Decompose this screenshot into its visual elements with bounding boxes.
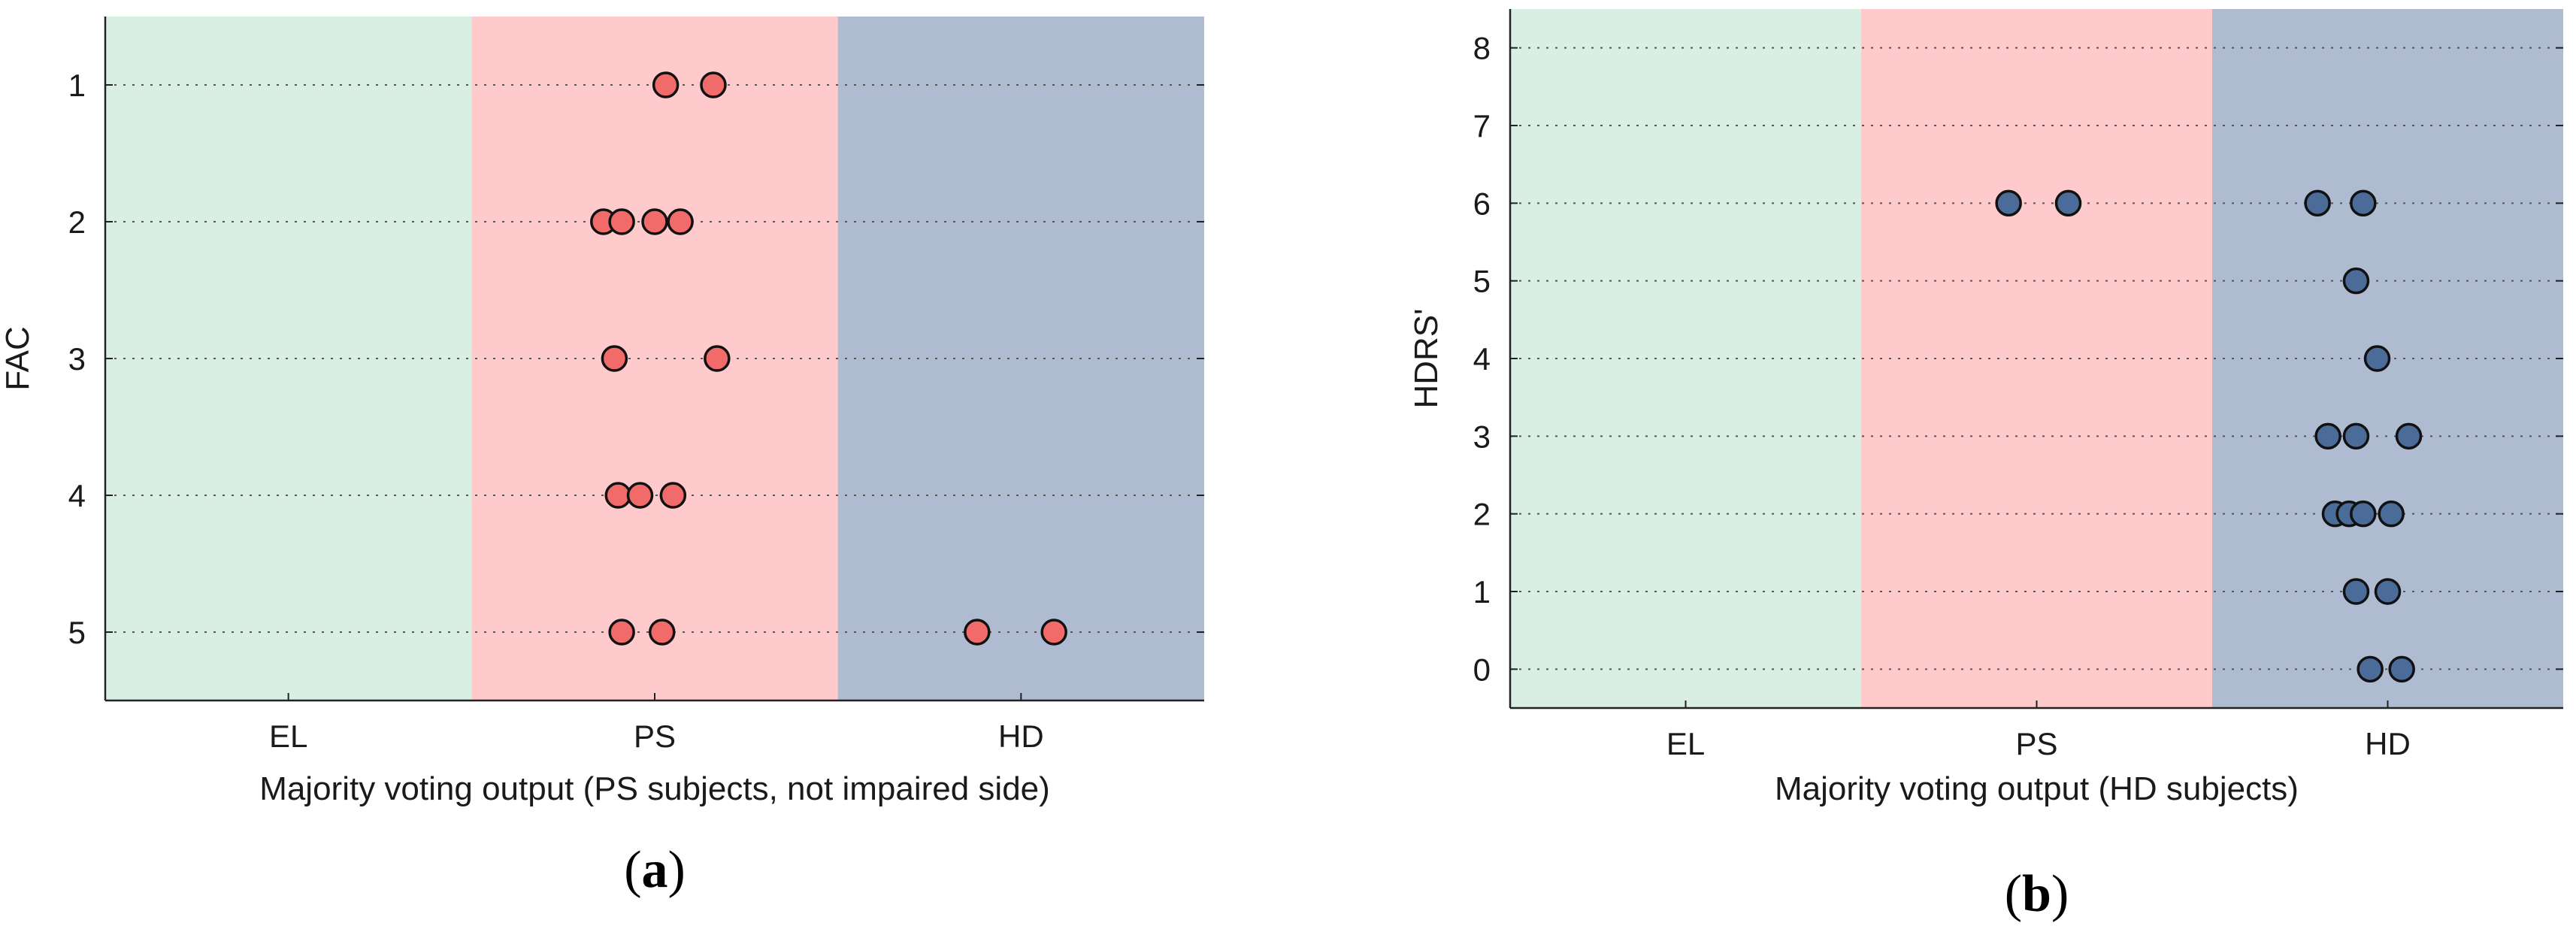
y-tick-label: 7 [1473, 108, 1491, 144]
data-point [2388, 655, 2415, 683]
data-point [641, 208, 668, 235]
band-el [1510, 9, 1861, 708]
x-axis-label: Majority voting output (HD subjects) [1775, 770, 2299, 807]
band-ps [471, 17, 838, 700]
data-point [648, 619, 676, 646]
y-tick-label: 5 [1473, 264, 1491, 299]
panel-label-close: ) [2051, 865, 2069, 923]
data-point [601, 345, 628, 372]
y-tick-label: 6 [1473, 186, 1491, 221]
y-tick-label: 0 [1473, 652, 1491, 687]
data-point [2314, 422, 2341, 450]
data-point [1040, 619, 1067, 646]
x-tick-label-hd: HD [2365, 726, 2411, 761]
panel-label-close: ) [668, 841, 686, 899]
x-tick-label-el: EL [269, 719, 307, 754]
y-tick-label: 3 [1473, 419, 1491, 454]
data-point [604, 482, 632, 509]
panel-label-open: ( [2005, 865, 2022, 923]
x-tick-label-ps: PS [2015, 726, 2057, 761]
y-tick-label: 3 [68, 341, 86, 377]
data-point [2342, 578, 2370, 605]
band-hd [837, 17, 1204, 700]
panel-label: (a) [624, 841, 686, 899]
data-point [1995, 189, 2022, 217]
data-point [608, 619, 635, 646]
y-tick-label: 1 [1473, 574, 1491, 610]
y-axis-label: FAC [0, 326, 36, 391]
data-point [2342, 267, 2370, 295]
y-tick-label: 2 [68, 204, 86, 240]
band-el [105, 17, 472, 700]
data-point [626, 482, 654, 509]
y-tick-label: 8 [1473, 31, 1491, 66]
data-point [2363, 345, 2391, 372]
x-tick-label-ps: PS [634, 719, 676, 754]
x-tick-label-hd: HD [998, 719, 1044, 754]
panel-label-letter: a [642, 841, 668, 899]
y-tick-label: 5 [68, 615, 86, 650]
data-point [2357, 655, 2384, 683]
data-point [2374, 578, 2402, 605]
data-point [700, 71, 727, 98]
y-tick-label: 2 [1473, 497, 1491, 532]
data-point [2378, 500, 2405, 528]
data-point [2342, 422, 2370, 450]
data-point [964, 619, 991, 646]
y-tick-label: 1 [68, 68, 86, 103]
band-ps [1861, 9, 2212, 708]
panel-label-open: ( [624, 841, 641, 899]
x-tick-label-el: EL [1666, 726, 1705, 761]
chart-b: 0 1 2 3 4 5 6 7 8 EL PS HD Majority voting output (H… [1408, 9, 2563, 923]
y-tick-label: 4 [68, 478, 86, 513]
data-point [2054, 189, 2082, 217]
data-point [2304, 189, 2331, 217]
y-tick-label: 4 [1473, 341, 1491, 377]
data-point [608, 208, 635, 235]
panel-label-letter: b [2022, 865, 2051, 923]
data-point [2350, 500, 2377, 528]
y-axis-label: HDRS' [1408, 308, 1445, 408]
panel-label: (b) [2005, 865, 2069, 923]
data-point [2395, 422, 2423, 450]
data-point [667, 208, 694, 235]
data-point [704, 345, 731, 372]
chart-a: 1 2 3 4 5 EL PS HD Majority voting output (PS su… [0, 17, 1204, 899]
data-point [659, 482, 687, 509]
data-point [2350, 189, 2377, 217]
data-point [652, 71, 680, 98]
x-axis-label: Majority voting output (PS subjects, not… [259, 770, 1050, 807]
